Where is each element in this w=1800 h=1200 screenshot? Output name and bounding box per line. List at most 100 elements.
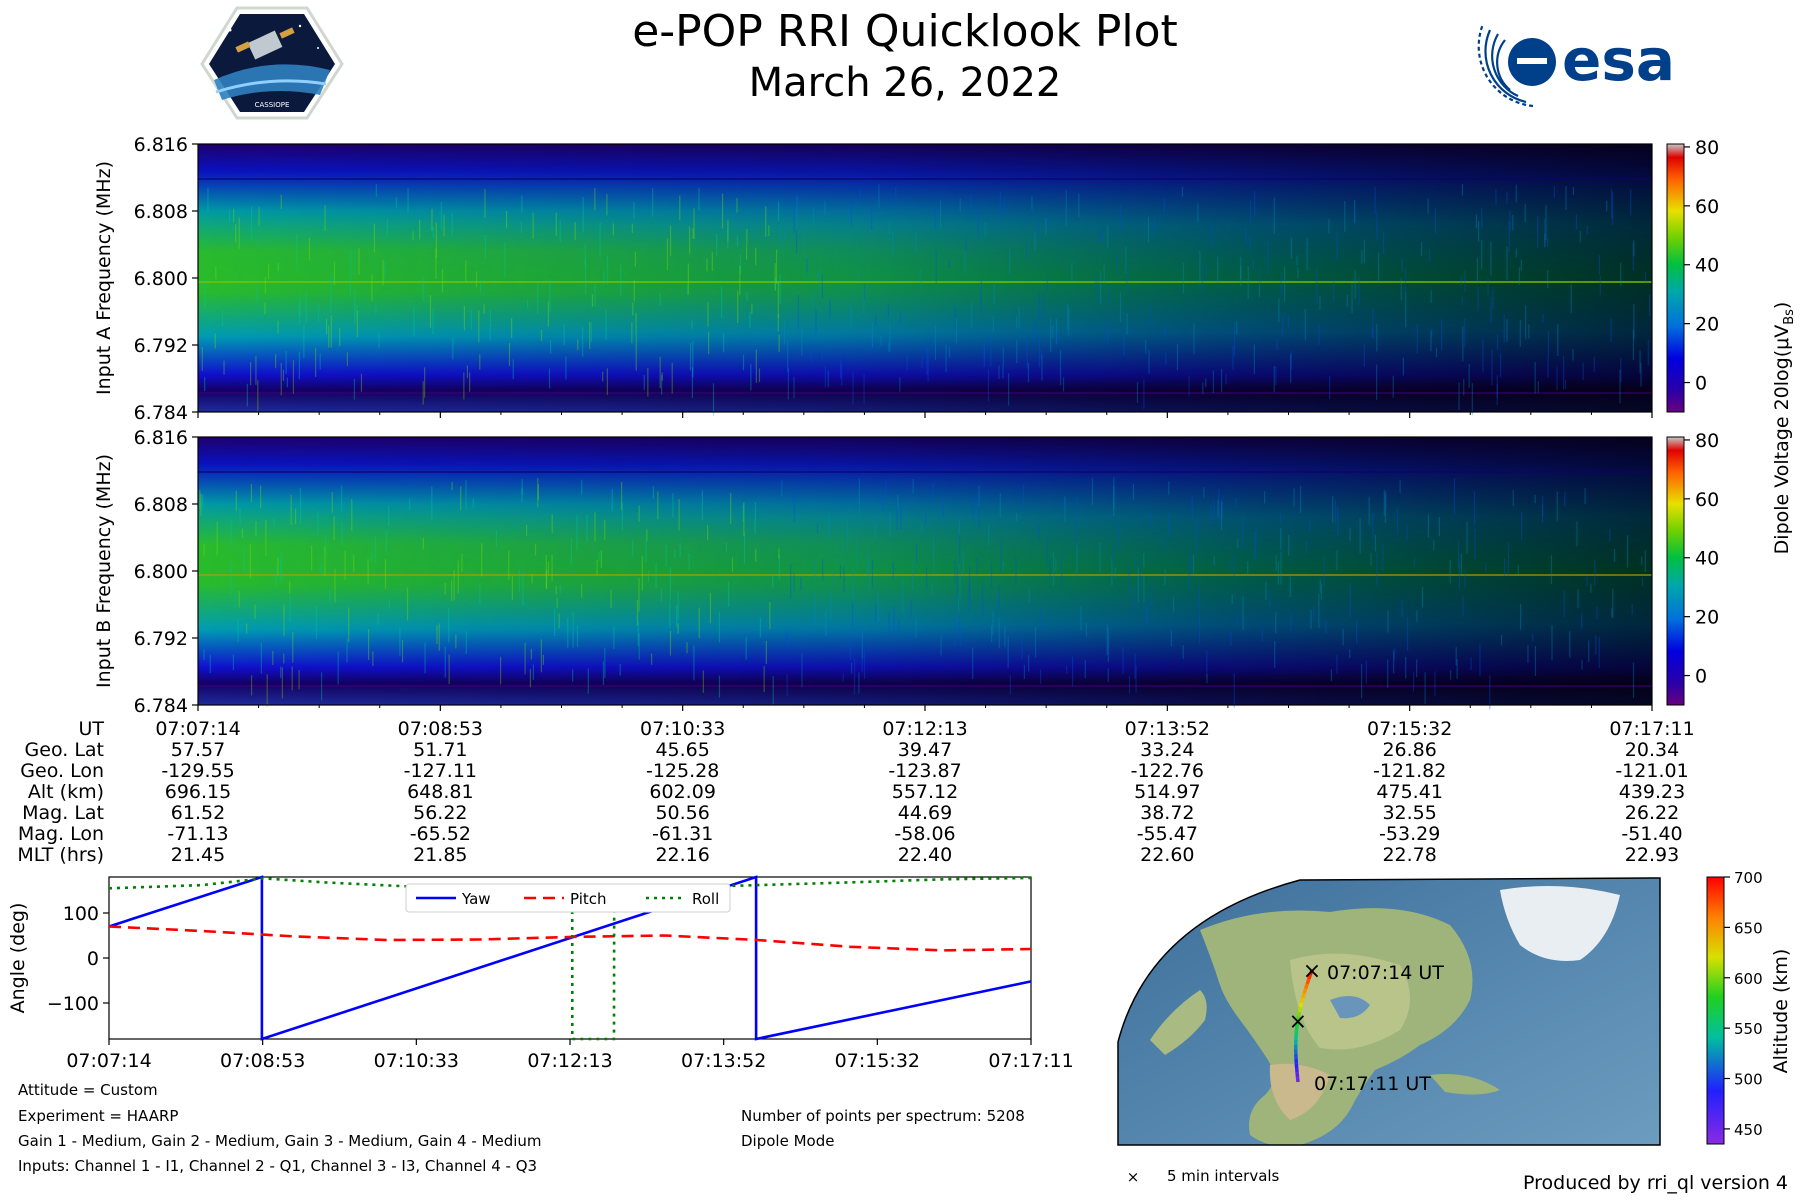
noise-streak xyxy=(866,549,868,576)
noise-streak xyxy=(209,654,211,674)
noise-streak xyxy=(674,549,676,559)
noise-streak xyxy=(331,492,333,513)
ephemeris-cell: -51.40 xyxy=(1621,823,1682,845)
noise-streak xyxy=(1405,292,1407,328)
noise-streak xyxy=(1211,224,1213,249)
noise-streak xyxy=(956,567,958,599)
noise-streak xyxy=(968,582,970,611)
noise-streak xyxy=(582,196,584,233)
noise-streak xyxy=(264,302,266,315)
noise-streak xyxy=(755,349,757,383)
noise-streak xyxy=(1359,518,1361,554)
noise-streak xyxy=(892,561,894,579)
noise-streak xyxy=(1481,208,1483,228)
noise-streak xyxy=(1506,246,1508,280)
noise-streak xyxy=(669,601,671,629)
noise-streak xyxy=(830,588,832,622)
legend-box xyxy=(405,883,731,913)
noise-streak xyxy=(1034,319,1036,341)
noise-streak xyxy=(716,234,718,257)
noise-streak xyxy=(870,206,873,230)
noise-streak xyxy=(1416,323,1418,354)
orbit-track-segment xyxy=(1295,1016,1301,1022)
noise-streak xyxy=(521,195,523,213)
noise-streak xyxy=(1507,542,1509,577)
noise-streak xyxy=(280,362,282,396)
noise-streak xyxy=(978,491,981,527)
noise-streak xyxy=(545,554,547,589)
noise-streak xyxy=(743,531,746,564)
noise-streak xyxy=(1236,321,1238,335)
noise-streak xyxy=(824,366,827,388)
ephemeris-cell: 51.71 xyxy=(413,739,467,761)
noise-streak xyxy=(299,302,301,324)
noise-streak xyxy=(555,212,557,236)
noise-streak xyxy=(686,642,688,654)
ephemeris-cell: 22.60 xyxy=(1140,844,1194,866)
noise-streak xyxy=(1237,538,1239,549)
colorbar-tick-label: 20 xyxy=(1695,607,1719,629)
noise-streak xyxy=(258,207,260,226)
noise-streak xyxy=(246,383,248,407)
noise-streak xyxy=(1290,351,1292,370)
noise-streak xyxy=(796,195,798,226)
noise-streak xyxy=(1233,673,1235,708)
ylabel-a: Input A Frequency (MHz) xyxy=(93,161,115,395)
attitude-plot: −100 0 100 07:07:14 07:08:53 07:10:33 07:12:1… xyxy=(7,875,1074,1072)
noise-streak xyxy=(779,225,782,249)
noise-streak xyxy=(787,368,789,400)
orbit-track-segment xyxy=(1305,978,1311,985)
noise-streak xyxy=(1464,570,1466,589)
noise-streak xyxy=(395,196,397,208)
colorbar-tick-label: 0 xyxy=(1695,666,1707,688)
noise-streak xyxy=(1588,640,1590,663)
noise-streak xyxy=(992,316,995,332)
noise-streak xyxy=(821,275,823,299)
noise-streak xyxy=(889,322,891,352)
altitude-colorbar-label: Altitude (km) xyxy=(1770,949,1792,1074)
noise-streak xyxy=(954,306,957,330)
noise-streak xyxy=(1247,561,1249,575)
noise-streak xyxy=(1430,290,1432,303)
noise-streak xyxy=(867,563,869,575)
noise-streak xyxy=(1135,554,1137,569)
noise-streak xyxy=(563,323,565,346)
noise-streak xyxy=(1170,630,1172,647)
noise-streak xyxy=(1052,551,1055,587)
ephemeris-row-label: Geo. Lon xyxy=(20,760,104,782)
noise-streak xyxy=(902,578,904,613)
ephemeris-cell: 50.56 xyxy=(655,802,709,824)
noise-streak xyxy=(1610,318,1612,343)
noise-streak xyxy=(925,514,927,527)
noise-streak xyxy=(1025,243,1028,259)
noise-streak xyxy=(283,604,285,637)
noise-streak xyxy=(698,607,700,639)
noise-streak xyxy=(1370,552,1372,566)
noise-streak xyxy=(1113,485,1115,517)
y-tick-label: 6.784 xyxy=(134,695,188,717)
noise-streak xyxy=(912,560,914,591)
noise-streak xyxy=(707,302,709,327)
noise-streak xyxy=(1151,583,1153,608)
noise-streak xyxy=(1242,596,1244,631)
noise-streak xyxy=(1055,558,1057,572)
noise-streak xyxy=(505,211,508,229)
noise-streak xyxy=(1485,563,1487,572)
noise-streak xyxy=(285,350,287,374)
noise-streak xyxy=(805,252,808,280)
noise-streak xyxy=(508,550,510,580)
signal-line-b xyxy=(198,574,1652,576)
map-legend-text: 5 min intervals xyxy=(1167,1167,1280,1185)
noise-streak xyxy=(1572,186,1575,196)
esa-logo-text: esa xyxy=(1562,26,1675,94)
noise-streak xyxy=(1037,219,1039,237)
orbit-track-segment xyxy=(1304,983,1309,990)
noise-streak xyxy=(1198,609,1201,644)
noise-streak xyxy=(1143,379,1145,409)
noise-streak xyxy=(874,524,876,540)
noise-streak xyxy=(275,354,277,369)
ephemeris-cell: 33.24 xyxy=(1140,739,1194,761)
orbit-track-segment xyxy=(1295,1021,1300,1027)
noise-streak xyxy=(1581,613,1583,629)
noise-streak xyxy=(1236,613,1238,625)
